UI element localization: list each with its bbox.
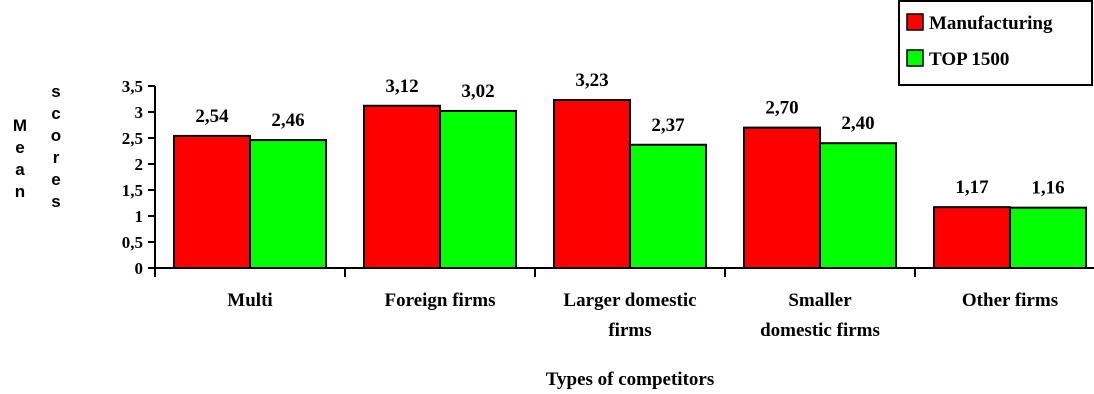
- legend-box: [898, 0, 1093, 86]
- legend-swatch: [906, 49, 924, 67]
- category-label: Smaller: [788, 290, 852, 311]
- bar-manufacturing[interactable]: [553, 99, 631, 270]
- bar-top1500[interactable]: [249, 139, 327, 269]
- bar-manufacturing[interactable]: [933, 206, 1011, 270]
- value-label: 3,02: [461, 81, 494, 102]
- y-axis: 0 0,5 1 1,5 2 2,5 3 3,5: [122, 77, 156, 278]
- bar-manufacturing[interactable]: [743, 126, 821, 269]
- category-label: Larger domestic: [563, 290, 696, 311]
- y-axis-title-letter: e: [15, 138, 24, 157]
- value-label: 2,40: [841, 113, 874, 134]
- y-axis-title-letter: e: [51, 170, 60, 189]
- y-axis-title-letter: M: [13, 116, 27, 135]
- value-label: 2,54: [195, 106, 229, 127]
- bar-manufacturing[interactable]: [363, 104, 441, 270]
- y-axis-title-letter: s: [51, 82, 60, 101]
- bar-top1500[interactable]: [1009, 206, 1087, 269]
- bar-top1500[interactable]: [629, 143, 707, 269]
- category-label: Multi: [227, 290, 272, 311]
- y-tick-label: 2,5: [122, 129, 143, 148]
- y-tick-label: 1: [135, 207, 144, 226]
- value-label: 2,46: [271, 110, 304, 131]
- x-axis: [154, 267, 1094, 277]
- y-axis-title-letter: c: [51, 104, 60, 123]
- value-label: 2,70: [765, 98, 798, 119]
- y-tick-label: 0,5: [122, 233, 143, 252]
- value-label: 1,17: [955, 177, 989, 198]
- y-axis-title-letter: o: [51, 126, 61, 145]
- y-tick-label: 3,5: [122, 77, 143, 96]
- y-axis-title-letter: r: [53, 148, 60, 167]
- y-tick-label: 2: [135, 155, 144, 174]
- bars: [173, 99, 1087, 270]
- y-tick-label: 0: [135, 259, 144, 278]
- x-axis-title: Types of competitors: [546, 369, 715, 390]
- category-label: Foreign firms: [385, 290, 496, 311]
- category-labels: Multi Foreign firms Larger domestic firms Sm…: [227, 290, 1058, 341]
- y-tick-label: 1,5: [122, 181, 143, 200]
- legend-label: TOP 1500: [929, 49, 1009, 70]
- legend[interactable]: Manufacturing TOP 1500: [898, 0, 1093, 86]
- y-axis-title-letter: a: [15, 160, 25, 179]
- bar-top1500[interactable]: [819, 142, 897, 269]
- y-tick-label: 3: [135, 103, 144, 122]
- bar-top1500[interactable]: [439, 109, 517, 269]
- legend-label: Manufacturing: [929, 13, 1053, 34]
- value-label: 1,16: [1031, 178, 1064, 199]
- value-label: 3,12: [385, 76, 418, 97]
- category-label: domestic firms: [760, 320, 880, 341]
- legend-swatch: [906, 13, 924, 31]
- bar-manufacturing[interactable]: [173, 134, 251, 269]
- y-axis-title-letter: n: [15, 182, 25, 201]
- category-label: firms: [608, 320, 651, 341]
- value-label: 3,23: [575, 70, 608, 91]
- value-label: 2,37: [651, 115, 685, 136]
- value-labels: 2,54 2,46 3,12 3,02 3,23 2,37 2,70 2,40 1,17 1,16: [195, 70, 1064, 199]
- category-label: Other firms: [962, 290, 1058, 311]
- y-axis-title-letter: s: [51, 192, 60, 211]
